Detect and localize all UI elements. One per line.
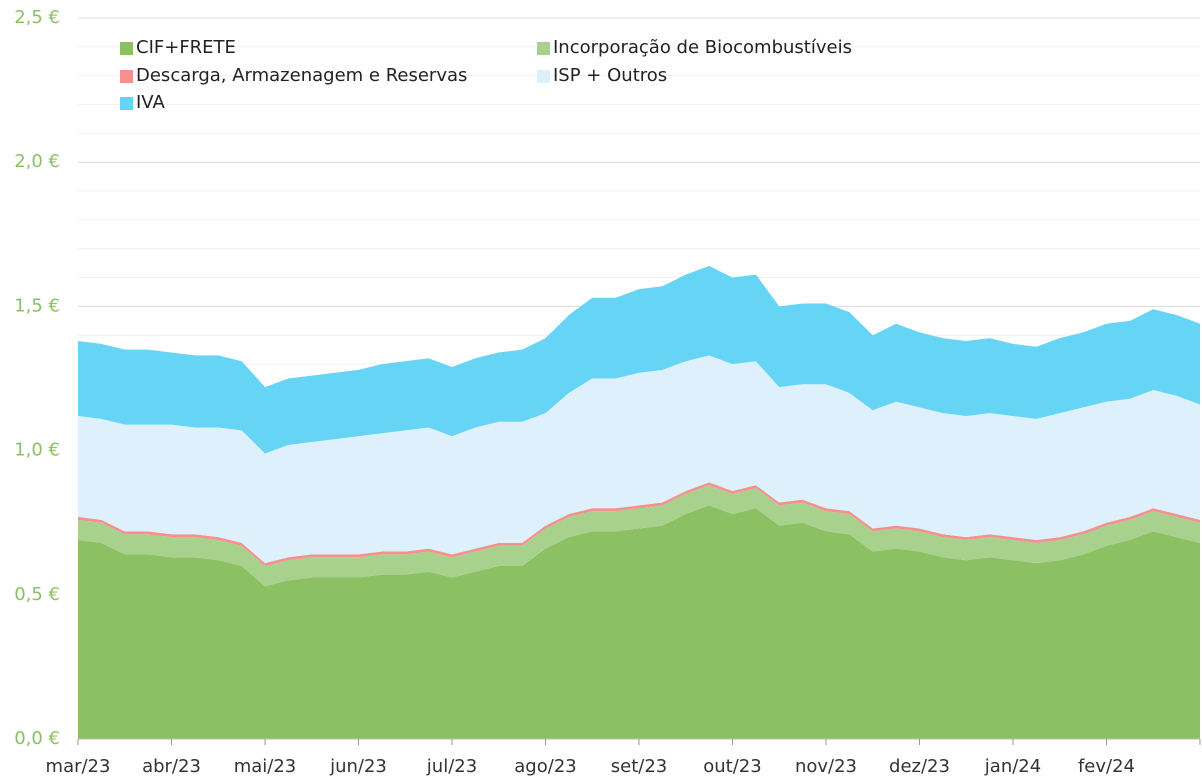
x-tick-label: mai/23 — [234, 756, 297, 777]
y-tick-label: 2,5 € — [14, 7, 60, 28]
legend-swatch — [537, 70, 550, 83]
legend-label: Descarga, Armazenagem e Reservas — [136, 65, 467, 86]
legend-label: CIF+FRETE — [136, 37, 236, 58]
area — [78, 266, 1200, 454]
x-tick-label: abr/23 — [142, 756, 201, 777]
y-tick-label: 1,5 € — [14, 295, 60, 316]
x-tick-label: fev/24 — [1078, 756, 1135, 777]
x-tick-label: dez/23 — [889, 756, 950, 777]
legend-label: IVA — [136, 92, 165, 113]
legend-swatch — [120, 42, 133, 55]
x-tick-label: jul/23 — [426, 756, 477, 777]
legend-label: Incorporação de Biocombustíveis — [553, 37, 852, 58]
x-tick-label: mar/23 — [46, 756, 111, 777]
y-tick-label: 0,5 € — [14, 584, 60, 605]
x-tick-label: ago/23 — [514, 756, 576, 777]
legend-swatch — [537, 42, 550, 55]
legend-label: ISP + Outros — [553, 65, 667, 86]
legend-swatch — [120, 70, 133, 83]
x-tick-label: out/23 — [703, 756, 761, 777]
y-tick-label: 2,0 € — [14, 151, 60, 172]
x-tick-label: set/23 — [611, 756, 667, 777]
x-tick-label: nov/23 — [795, 756, 857, 777]
x-tick-label: jan/24 — [984, 756, 1041, 777]
area — [78, 505, 1200, 739]
y-tick-label: 1,0 € — [14, 440, 60, 461]
area — [78, 485, 1200, 587]
x-tick-label: jun/23 — [329, 756, 387, 777]
legend-swatch — [120, 97, 133, 110]
y-tick-label: 0,0 € — [14, 728, 60, 749]
